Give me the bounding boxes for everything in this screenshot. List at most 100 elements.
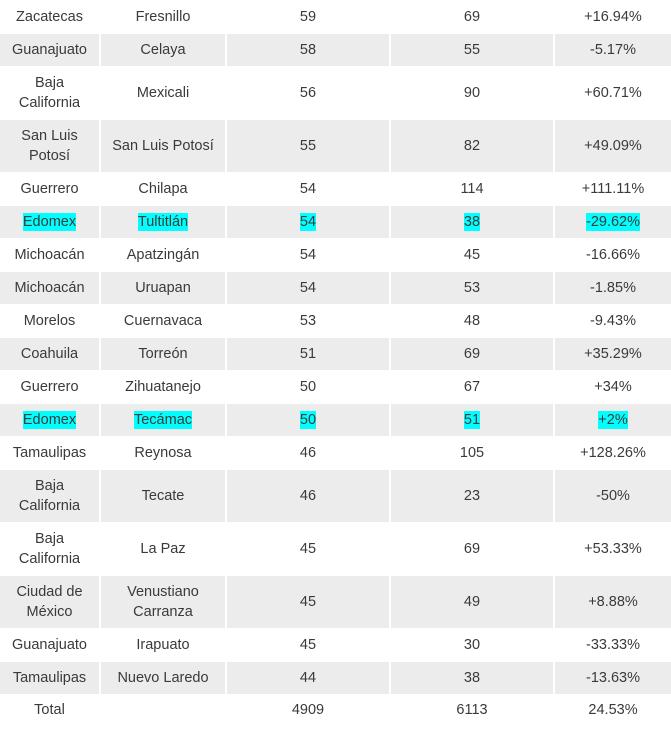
state-cell: Edomex <box>0 403 100 437</box>
change-cell: -13.63% <box>553 661 671 695</box>
change-cell: -50% <box>553 469 671 523</box>
state-cell: Edomex <box>0 205 100 239</box>
table-row: Michoacán Apatzingán 54 45 -16.66% <box>0 238 671 272</box>
value-b-cell: 45 <box>389 238 554 272</box>
value-b-cell: 53 <box>389 271 554 305</box>
table-row: Guanajuato Celaya 58 55 -5.17% <box>0 33 671 67</box>
state-cell: Michoacán <box>0 271 100 305</box>
value-b-cell: 67 <box>389 370 554 404</box>
value-a-cell: 51 <box>225 337 390 371</box>
table-row: Tamaulipas Reynosa 46 105 +128.26% <box>0 436 671 470</box>
municipality-cell: Mexicali <box>99 66 226 120</box>
table-row-highlighted: Edomex Tecámac 50 51 +2% <box>0 403 671 437</box>
municipality-cell: Tultitlán <box>99 205 226 239</box>
table-row: Baja California Mexicali 56 90 +60.71% <box>0 66 671 120</box>
total-change: 24.53% <box>553 694 671 725</box>
value-a-cell: 53 <box>225 304 390 338</box>
value-a-cell: 45 <box>225 522 390 576</box>
table-row: Guerrero Zihuatanejo 50 67 +34% <box>0 370 671 404</box>
change-cell: -1.85% <box>553 271 671 305</box>
change-cell: +60.71% <box>553 66 671 120</box>
state-cell: Baja California <box>0 66 100 120</box>
total-value-a: 4909 <box>225 694 390 725</box>
municipality-cell: Celaya <box>99 33 226 67</box>
value-a-cell: 44 <box>225 661 390 695</box>
municipality-cell: Zihuatanejo <box>99 370 226 404</box>
change-cell: +2% <box>553 403 671 437</box>
table-row: Baja California La Paz 45 69 +53.33% <box>0 522 671 576</box>
municipality-cell: Torreón <box>99 337 226 371</box>
total-empty-cell <box>99 694 226 725</box>
municipality-cell: La Paz <box>99 522 226 576</box>
state-cell: Baja California <box>0 469 100 523</box>
table-row: Ciudad de México Venustiano Carranza 45 … <box>0 575 671 629</box>
change-cell: +35.29% <box>553 337 671 371</box>
value-a-cell: 58 <box>225 33 390 67</box>
table-row: Michoacán Uruapan 54 53 -1.85% <box>0 271 671 305</box>
value-a-cell: 56 <box>225 66 390 120</box>
value-b-cell: 30 <box>389 628 554 662</box>
change-cell: -33.33% <box>553 628 671 662</box>
value-b-cell: 82 <box>389 119 554 173</box>
value-b-cell: 51 <box>389 403 554 437</box>
total-value-b: 6113 <box>389 694 554 725</box>
value-b-cell: 38 <box>389 661 554 695</box>
state-cell: Guanajuato <box>0 628 100 662</box>
state-cell: Guanajuato <box>0 33 100 67</box>
value-b-cell: 38 <box>389 205 554 239</box>
table-row: Coahuila Torreón 51 69 +35.29% <box>0 337 671 371</box>
value-a-cell: 50 <box>225 403 390 437</box>
value-a-cell: 45 <box>225 628 390 662</box>
table-row: Tamaulipas Nuevo Laredo 44 38 -13.63% <box>0 661 671 695</box>
value-b-cell: 48 <box>389 304 554 338</box>
municipality-cell: Tecate <box>99 469 226 523</box>
value-b-cell: 49 <box>389 575 554 629</box>
table-row: Baja California Tecate 46 23 -50% <box>0 469 671 523</box>
change-cell: +111.11% <box>553 172 671 206</box>
municipality-cell: Chilapa <box>99 172 226 206</box>
table-row: Guanajuato Irapuato 45 30 -33.33% <box>0 628 671 662</box>
state-cell: Guerrero <box>0 172 100 206</box>
change-cell: +8.88% <box>553 575 671 629</box>
value-b-cell: 69 <box>389 522 554 576</box>
change-cell: -29.62% <box>553 205 671 239</box>
value-a-cell: 59 <box>225 0 390 34</box>
change-cell: +49.09% <box>553 119 671 173</box>
value-b-cell: 69 <box>389 337 554 371</box>
state-cell: San Luis Potosí <box>0 119 100 173</box>
state-cell: Morelos <box>0 304 100 338</box>
state-cell: Michoacán <box>0 238 100 272</box>
value-a-cell: 54 <box>225 172 390 206</box>
change-cell: -16.66% <box>553 238 671 272</box>
municipality-cell: Reynosa <box>99 436 226 470</box>
value-a-cell: 45 <box>225 575 390 629</box>
value-a-cell: 54 <box>225 205 390 239</box>
municipality-cell: Tecámac <box>99 403 226 437</box>
municipality-cell: Irapuato <box>99 628 226 662</box>
table-row: San Luis Potosí San Luis Potosí 55 82 +4… <box>0 119 671 173</box>
value-a-cell: 54 <box>225 271 390 305</box>
value-b-cell: 90 <box>389 66 554 120</box>
value-b-cell: 105 <box>389 436 554 470</box>
total-row: Total 4909 6113 24.53% <box>0 694 671 725</box>
change-cell: -9.43% <box>553 304 671 338</box>
table-row: Guerrero Chilapa 54 114 +111.11% <box>0 172 671 206</box>
change-cell: +34% <box>553 370 671 404</box>
municipality-cell: Venustiano Carranza <box>99 575 226 629</box>
table-row-highlighted: Edomex Tultitlán 54 38 -29.62% <box>0 205 671 239</box>
municipality-cell: San Luis Potosí <box>99 119 226 173</box>
state-cell: Baja California <box>0 522 100 576</box>
municipality-cell: Cuernavaca <box>99 304 226 338</box>
total-label: Total <box>0 694 100 725</box>
municipality-cell: Nuevo Laredo <box>99 661 226 695</box>
table-row: Morelos Cuernavaca 53 48 -9.43% <box>0 304 671 338</box>
state-cell: Tamaulipas <box>0 436 100 470</box>
municipality-cell: Uruapan <box>99 271 226 305</box>
value-b-cell: 23 <box>389 469 554 523</box>
state-cell: Coahuila <box>0 337 100 371</box>
value-b-cell: 69 <box>389 0 554 34</box>
municipality-cell: Apatzingán <box>99 238 226 272</box>
value-b-cell: 55 <box>389 33 554 67</box>
